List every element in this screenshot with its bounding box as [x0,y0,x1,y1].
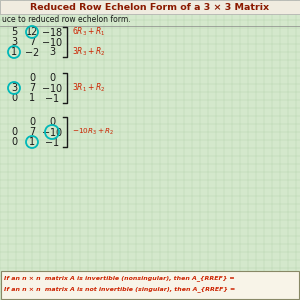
Text: 1: 1 [29,137,35,147]
Text: $3R_3+R_2$: $3R_3+R_2$ [72,46,105,58]
Text: $-2$: $-2$ [24,46,40,58]
Text: uce to reduced row echelon form.: uce to reduced row echelon form. [2,16,130,25]
Text: 12: 12 [26,27,38,37]
Text: 3: 3 [11,37,17,47]
Text: If an n × n  matrix A is invertible (nonsingular), then A_{RREF} =: If an n × n matrix A is invertible (nons… [4,275,235,281]
Text: 0: 0 [11,137,17,147]
Text: $6R_3+R_1$: $6R_3+R_1$ [72,26,105,38]
Text: $-18$: $-18$ [41,26,63,38]
Text: 7: 7 [29,83,35,93]
Text: 3: 3 [11,83,17,93]
Text: $-10$: $-10$ [41,82,63,94]
Text: $-10$: $-10$ [41,126,63,138]
Text: $-1$: $-1$ [44,136,60,148]
Text: $-10$: $-10$ [41,36,63,48]
Text: 0: 0 [11,93,17,103]
Text: 7: 7 [29,37,35,47]
Text: 5: 5 [11,27,17,37]
Text: 7: 7 [29,127,35,137]
Text: 0: 0 [49,73,55,83]
FancyBboxPatch shape [0,0,300,14]
Text: $-10R_3+R_2$: $-10R_3+R_2$ [72,127,114,137]
Text: 0: 0 [11,127,17,137]
Text: 1: 1 [29,93,35,103]
Text: $3R_1+R_2$: $3R_1+R_2$ [72,82,105,94]
Text: 1: 1 [11,47,17,57]
Text: 3: 3 [49,47,55,57]
Text: 0: 0 [29,73,35,83]
Text: 0: 0 [29,117,35,127]
Text: 0: 0 [49,117,55,127]
Text: $-1$: $-1$ [44,92,60,104]
Text: If an n × n  matrix A is not invertible (singular), then A_{RREF} =: If an n × n matrix A is not invertible (… [4,286,235,292]
Text: Reduced Row Echelon Form of a 3 × 3 Matrix: Reduced Row Echelon Form of a 3 × 3 Matr… [30,2,270,11]
FancyBboxPatch shape [1,271,299,299]
